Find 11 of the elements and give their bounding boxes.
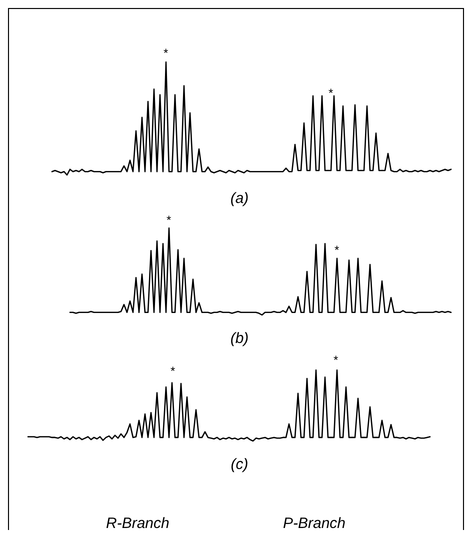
text: R-Branch — [106, 515, 170, 532]
text: P-Branch — [283, 515, 346, 532]
text: * — [333, 353, 338, 367]
x-axis-title: (b) — [230, 330, 249, 347]
annotation: * — [334, 243, 339, 257]
text: * — [163, 46, 168, 60]
text: * — [166, 213, 171, 227]
annotation: * — [328, 86, 333, 100]
x-axis-title: (c) — [230, 456, 248, 473]
annotation: * — [170, 364, 175, 378]
x-axis-title: (a) — [230, 190, 249, 207]
